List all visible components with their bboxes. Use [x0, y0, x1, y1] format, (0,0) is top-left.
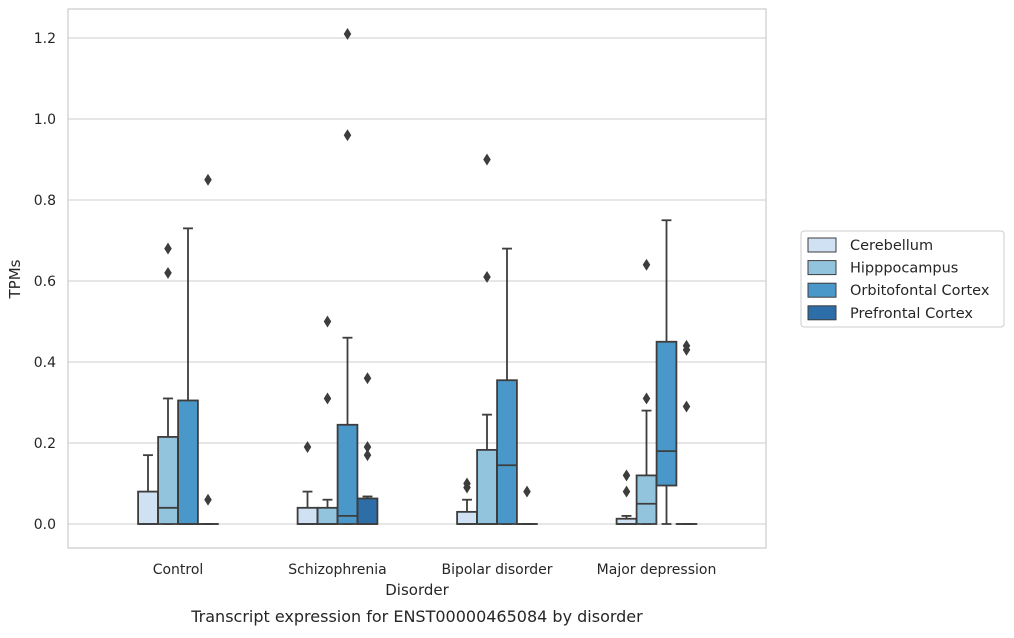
- legend-item[interactable]: Orbitofontal Cortex: [808, 283, 990, 299]
- box-group: [617, 470, 637, 524]
- legend-label: Cerebellum: [850, 238, 933, 254]
- legend-label: Hipppocampus: [850, 261, 958, 277]
- y-tick-label: 0.8: [34, 193, 56, 209]
- box-group: [497, 249, 517, 524]
- y-axis-title: TPMs: [6, 259, 24, 299]
- legend-item[interactable]: Cerebellum: [808, 238, 933, 254]
- outlier-point: [165, 268, 172, 278]
- y-tick-label: 0.0: [34, 517, 56, 533]
- box-body: [457, 512, 477, 524]
- box-body: [637, 475, 657, 524]
- box-group: [517, 486, 537, 524]
- box-body: [338, 425, 358, 524]
- outlier-point: [524, 486, 531, 496]
- box-group: [318, 316, 338, 524]
- box-group: [358, 373, 378, 524]
- x-tick-label: Bipolar disorder: [441, 562, 552, 578]
- y-tick-label: 1.0: [34, 112, 56, 128]
- outlier-point: [344, 130, 351, 140]
- outlier-point: [643, 393, 650, 403]
- box-group: [178, 228, 198, 524]
- legend-label: Orbitofontal Cortex: [850, 283, 990, 299]
- legend-swatch: [808, 283, 836, 297]
- outlier-point: [165, 243, 172, 253]
- box-group: [677, 341, 697, 524]
- legend-swatch: [808, 261, 836, 275]
- box-group: [637, 260, 657, 524]
- box-group: [158, 243, 178, 524]
- box-body: [657, 342, 677, 486]
- box-body: [318, 508, 338, 524]
- box-group: [657, 220, 677, 524]
- legend-label: Prefrontal Cortex: [850, 306, 973, 322]
- outlier-point: [205, 175, 212, 185]
- x-axis-title: Disorder: [385, 581, 449, 599]
- legend-swatch: [808, 306, 836, 320]
- outlier-point: [205, 495, 212, 505]
- y-tick-label: 1.2: [34, 31, 56, 47]
- outlier-point: [643, 260, 650, 270]
- box-group: [198, 175, 218, 524]
- box-group: [298, 442, 318, 524]
- box-group: [338, 29, 358, 524]
- legend-item[interactable]: Hipppocampus: [808, 261, 958, 277]
- outlier-point: [623, 470, 630, 480]
- x-tick-labels: Control Schizophrenia Bipolar disorder Majo…: [153, 562, 717, 578]
- x-tick-label: Control: [153, 562, 204, 578]
- y-tick-label: 0.2: [34, 436, 56, 452]
- outlier-point: [683, 401, 690, 411]
- box-body: [497, 380, 517, 524]
- box-group: [457, 478, 477, 524]
- legend-swatch: [808, 238, 836, 252]
- outlier-point: [623, 486, 630, 496]
- box-group: [477, 154, 497, 524]
- box-group: [138, 455, 158, 524]
- y-tick-label: 0.6: [34, 274, 56, 290]
- box-body: [358, 498, 378, 524]
- y-tick-labels: 0.0 0.2 0.4 0.6 0.8 1.0 1.2: [34, 31, 56, 533]
- box-body: [298, 508, 318, 524]
- x-tick-label: Major depression: [597, 562, 717, 578]
- chart-caption: Transcript expression for ENST0000046508…: [190, 607, 643, 626]
- x-tick-label: Schizophrenia: [288, 562, 386, 578]
- outlier-point: [364, 373, 371, 383]
- box-body: [477, 450, 497, 524]
- outlier-point: [324, 393, 331, 403]
- box-marks: [138, 29, 696, 524]
- box-body: [178, 400, 198, 524]
- y-tick-label: 0.4: [34, 355, 56, 371]
- outlier-point: [324, 316, 331, 326]
- legend-item[interactable]: Prefrontal Cortex: [808, 306, 973, 322]
- box-body: [158, 437, 178, 524]
- outlier-point: [484, 154, 491, 164]
- legend[interactable]: Cerebellum Hipppocampus Orbitofontal Corte…: [801, 231, 1004, 327]
- box-body: [138, 492, 158, 524]
